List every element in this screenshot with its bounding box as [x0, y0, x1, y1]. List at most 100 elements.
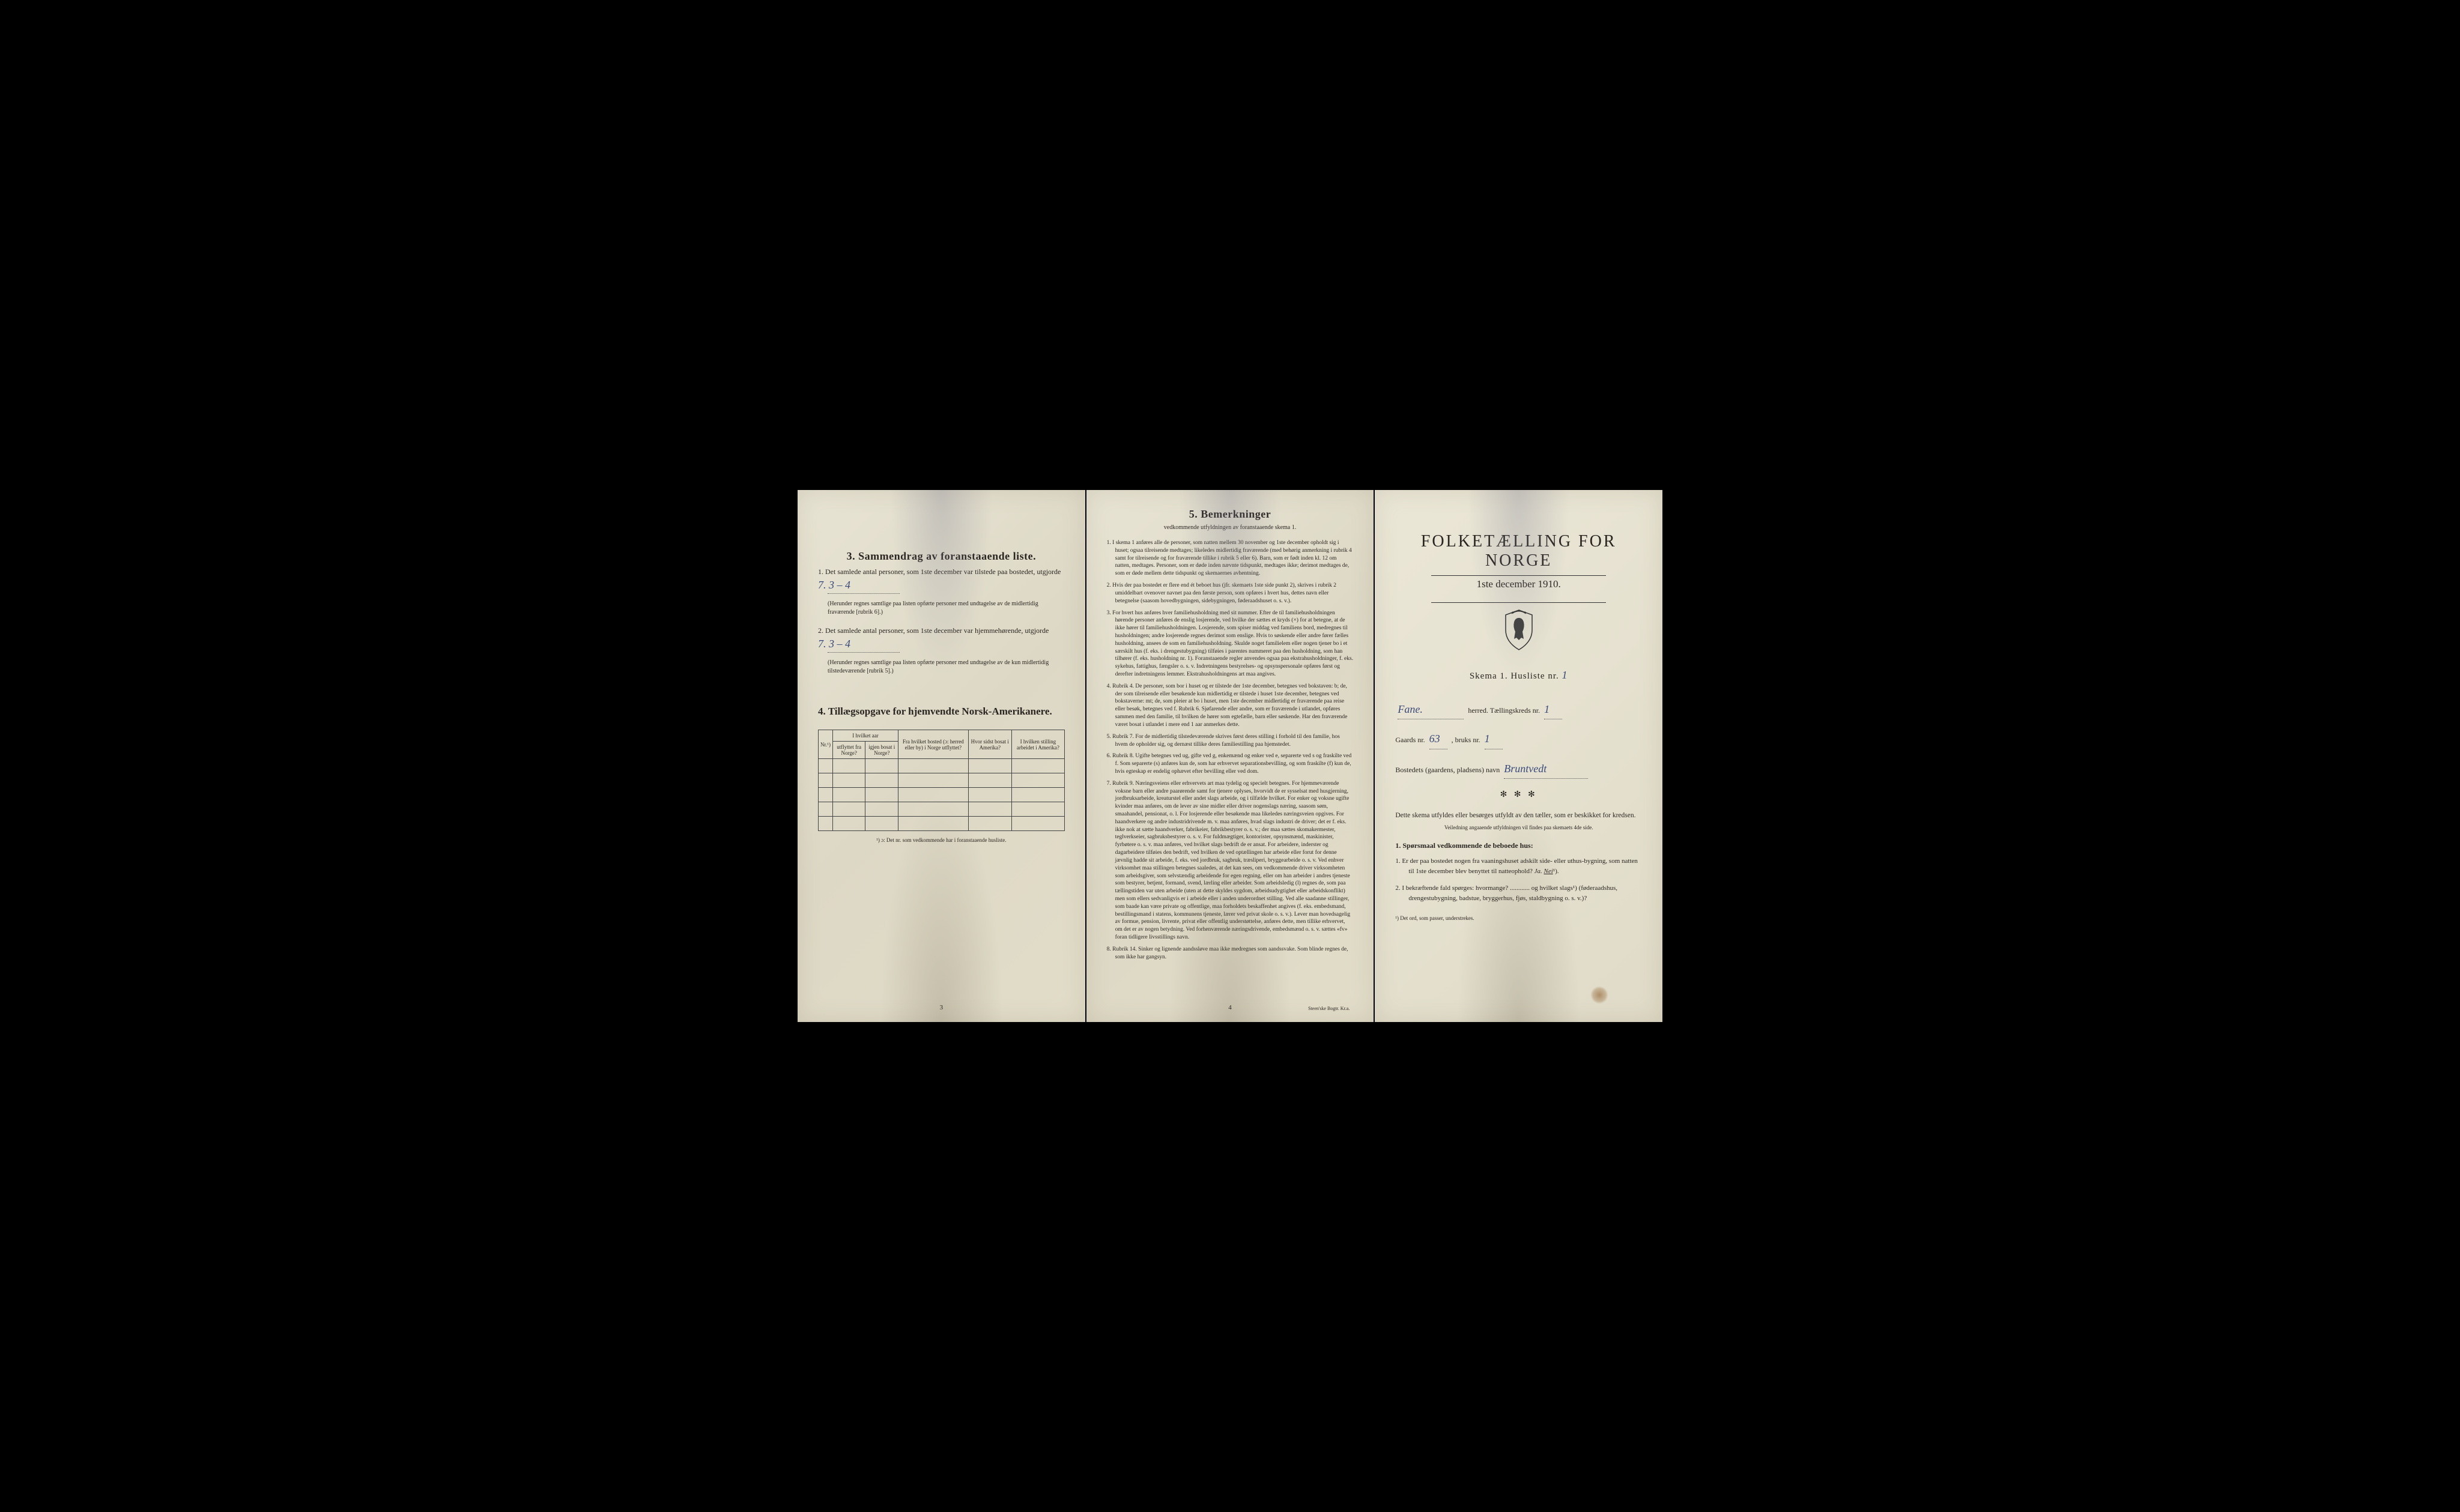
- table-row: [819, 802, 1065, 817]
- bemerkning-item: 2. Hvis der paa bostedet er flere end ét…: [1107, 582, 1354, 605]
- table-cell: [968, 802, 1012, 817]
- section-4-heading: 4. Tillægsopgave for hjemvendte Norsk-Am…: [818, 706, 1065, 718]
- table-cell: [1012, 773, 1065, 788]
- ornament: ✻ ✻ ✻: [1395, 790, 1642, 800]
- bemerkning-item: 1. I skema 1 anføres alle de personer, s…: [1107, 539, 1354, 578]
- title-rule-bottom: [1431, 602, 1606, 603]
- table-row: [819, 773, 1065, 788]
- table-row: [819, 788, 1065, 802]
- skema-value: 1: [1562, 669, 1568, 681]
- section-5-sub: vedkommende utfyldningen av foranstaaend…: [1107, 524, 1354, 531]
- table-cell: [865, 788, 898, 802]
- col-bosted: Fra hvilket bosted (ɔ: herred eller by) …: [898, 730, 968, 759]
- instructions: Dette skema utfyldes eller besørges utfy…: [1395, 811, 1642, 821]
- section-3-heading: 3. Sammendrag av foranstaaende liste.: [818, 550, 1065, 563]
- page-1-cover: FOLKETÆLLING FOR NORGE 1ste december 191…: [1375, 490, 1662, 1022]
- item-2-text: 2. Det samlede antal personer, som 1ste …: [818, 626, 1049, 635]
- bemerkning-item: 5. Rubrik 7. For de midlertidig tilstede…: [1107, 733, 1354, 749]
- paper-stain: [1590, 986, 1608, 1004]
- table-cell: [832, 817, 865, 831]
- table-cell: [1012, 802, 1065, 817]
- col-nr: Nr.¹): [819, 730, 833, 759]
- col-igjen: igjen bosat i Norge?: [865, 742, 898, 759]
- census-document: 3. Sammendrag av foranstaaende liste. 1.…: [798, 490, 1662, 1022]
- q1-sup: ¹).: [1553, 868, 1559, 875]
- col-group: I hvilket aar: [832, 730, 898, 742]
- table-row: [819, 759, 1065, 773]
- america-table: Nr.¹) I hvilket aar Fra hvilket bosted (…: [818, 730, 1065, 831]
- gaards-line: Gaards nr. 63 , bruks nr. 1: [1395, 729, 1642, 749]
- table-cell: [898, 802, 968, 817]
- bemerkning-item: 6. Rubrik 8. Ugifte betegnes ved ug, gif…: [1107, 752, 1354, 775]
- q1-nei: Nei: [1544, 868, 1553, 875]
- table-cell: [865, 773, 898, 788]
- table-footnote: ¹) ɔ: Det nr. som vedkommende har i fora…: [818, 837, 1065, 843]
- bemerkninger-list: 1. I skema 1 anføres alle de personer, s…: [1107, 539, 1354, 961]
- table-cell: [819, 773, 833, 788]
- skema-line: Skema 1. Husliste nr. 1: [1395, 669, 1642, 682]
- section-5-heading: 5. Bemerkninger: [1107, 508, 1354, 521]
- table-cell: [968, 773, 1012, 788]
- table-cell: [898, 759, 968, 773]
- bosted-line: Bostedets (gaardens, pladsens) navn Brun…: [1395, 759, 1642, 779]
- printer-mark: Steen'ske Bogtr. Kr.a.: [1308, 1006, 1350, 1011]
- bruks-value: 1: [1485, 729, 1503, 749]
- table-cell: [819, 788, 833, 802]
- col-stilling: I hvilken stilling arbeidet i Amerika?: [1012, 730, 1065, 759]
- table-cell: [832, 802, 865, 817]
- herred-label: herred. Tællingskreds nr.: [1468, 706, 1540, 715]
- q1-text: 1. Er der paa bostedet nogen fra vaaning…: [1395, 857, 1638, 875]
- page-4: 5. Bemerkninger vedkommende utfyldningen…: [1086, 490, 1374, 1022]
- table-cell: [832, 788, 865, 802]
- item-1-text: 1. Det samlede antal personer, som 1ste …: [818, 567, 1061, 576]
- table-cell: [1012, 817, 1065, 831]
- table-cell: [898, 817, 968, 831]
- table-cell: [865, 817, 898, 831]
- table-row: [819, 817, 1065, 831]
- table-cell: [968, 817, 1012, 831]
- table-cell: [832, 759, 865, 773]
- herred-value: Fane.: [1398, 700, 1464, 719]
- table-cell: [865, 759, 898, 773]
- item-1: 1. Det samlede antal personer, som 1ste …: [818, 566, 1065, 594]
- table-cell: [819, 802, 833, 817]
- bosted-value: Bruntvedt: [1504, 759, 1588, 779]
- table-cell: [1012, 759, 1065, 773]
- questions-heading: 1. Spørsmaal vedkommende de beboede hus:: [1395, 841, 1642, 850]
- bosted-label: Bostedets (gaardens, pladsens) navn: [1395, 766, 1500, 774]
- q1-ja: Ja.: [1534, 868, 1542, 875]
- col-sidst: Hvor sidst bosat i Amerika?: [968, 730, 1012, 759]
- item-2-value: 7. 3 – 4: [828, 636, 900, 653]
- bruks-label: , bruks nr.: [1452, 736, 1480, 744]
- page-number-4: 4: [1228, 1004, 1232, 1011]
- title-rule-top: [1431, 575, 1606, 576]
- main-title: FOLKETÆLLING FOR NORGE: [1395, 532, 1642, 570]
- bemerkning-item: 4. Rubrik 4. De personer, som bor i huse…: [1107, 683, 1354, 729]
- col-utflyttet: utflyttet fra Norge?: [832, 742, 865, 759]
- table-cell: [1012, 788, 1065, 802]
- bemerkning-item: 8. Rubrik 14. Sinker og lignende aandssl…: [1107, 946, 1354, 961]
- table-cell: [819, 817, 833, 831]
- bemerkning-item: 7. Rubrik 9. Næringsveiens eller erhverv…: [1107, 780, 1354, 942]
- gaards-label: Gaards nr.: [1395, 736, 1425, 744]
- table-cell: [819, 759, 833, 773]
- table-cell: [968, 788, 1012, 802]
- item-1-value: 7. 3 – 4: [828, 577, 900, 594]
- gaards-value: 63: [1429, 729, 1447, 749]
- kreds-value: 1: [1544, 700, 1562, 719]
- herred-line: Fane. herred. Tællingskreds nr. 1: [1395, 700, 1642, 719]
- page-3: 3. Sammendrag av foranstaaende liste. 1.…: [798, 490, 1085, 1022]
- table-cell: [865, 802, 898, 817]
- coat-of-arms: [1501, 609, 1537, 651]
- instructions-small: Veiledning angaaende utfyldningen vil fi…: [1395, 824, 1642, 830]
- question-2: 2. I bekræftende fald spørges: hvormange…: [1395, 883, 1642, 903]
- item-1-note: (Herunder regnes samtlige paa listen opf…: [818, 600, 1065, 617]
- item-2: 2. Det samlede antal personer, som 1ste …: [818, 625, 1065, 653]
- table-cell: [832, 773, 865, 788]
- date-line: 1ste december 1910.: [1395, 578, 1642, 590]
- skema-label: Skema 1. Husliste nr.: [1470, 671, 1559, 681]
- cover-footnote: ¹) Det ord, som passer, understrekes.: [1395, 915, 1642, 921]
- table-cell: [898, 773, 968, 788]
- item-2-note: (Herunder regnes samtlige paa listen opf…: [818, 659, 1065, 676]
- table-cell: [968, 759, 1012, 773]
